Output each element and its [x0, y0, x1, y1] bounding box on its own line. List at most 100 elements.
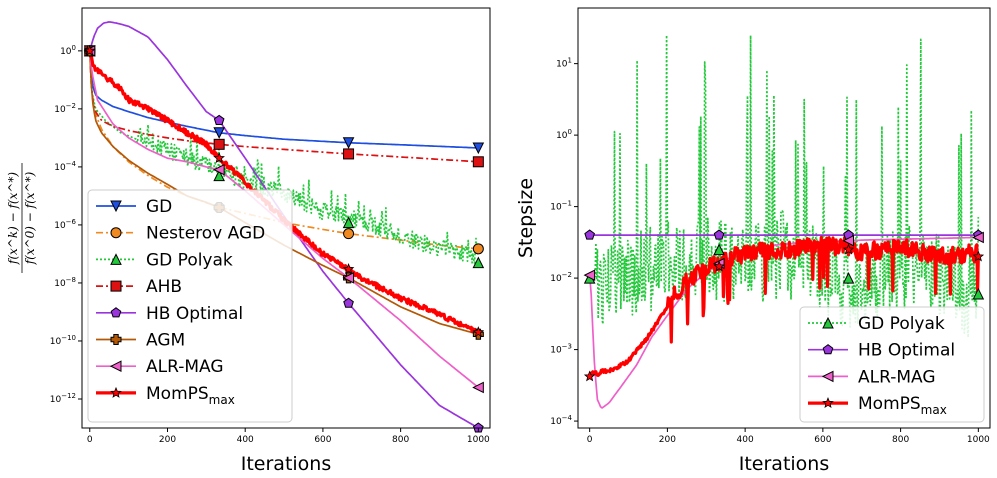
legend: GD Nesterov AGD GD Polyak AHB HB Optimal AGM A… [87, 189, 293, 423]
legend-label: HB Optimal [146, 304, 243, 324]
right-plot-stepsize: 0 200 400 600 800 1000 101 100 10−1 10−2 10−3 10−4 I… [515, 7, 991, 475]
legend-marker [110, 386, 122, 398]
marker-gd-polyak [342, 216, 355, 229]
marker-ahb [213, 138, 225, 150]
marker-hb-optimal [213, 114, 225, 125]
legend-label: ALR-MAG [146, 357, 224, 377]
marker-alr-mag [972, 231, 984, 244]
y-axis: 101 100 10−1 10−2 10−3 10−4 [550, 57, 578, 427]
x-tick-label: 1000 [467, 435, 490, 445]
y-tick-label: 10−4 [550, 414, 572, 427]
y-axis-label: f(x^k) − f(x^*) f(x^0) − f(x^*) [6, 163, 37, 273]
series-line-momps-max [588, 235, 980, 378]
x-axis-label: Iterations [241, 453, 332, 475]
y-tick-label: 10−2 [550, 271, 572, 284]
marker-momps-max [342, 263, 355, 275]
y-tick-label: 100 [556, 128, 572, 141]
y-tick-label: 10−12 [50, 392, 76, 405]
marker-gd-polyak [213, 169, 225, 182]
series-markers [83, 44, 485, 433]
y-tick-label: 100 [60, 44, 76, 57]
marker-hb-optimal [713, 229, 725, 240]
x-tick-label: 400 [237, 435, 254, 445]
marker-ahb [343, 148, 355, 160]
legend-marker [110, 253, 122, 265]
marker-momps-max [83, 44, 96, 56]
legend-entry: GD Polyak [96, 250, 233, 270]
marker-momps-max [213, 152, 225, 164]
marker-momps-max [583, 370, 596, 382]
legend-entry: ALR-MAG [96, 357, 224, 377]
legend-entry: AGM [96, 331, 185, 351]
axes-frame [81, 7, 491, 429]
series-line-gd-polyak [88, 50, 480, 264]
legend-label: GD Polyak [858, 314, 945, 334]
series-line-gd [88, 50, 479, 149]
legend-marker [822, 344, 834, 355]
x-tick-label: 800 [392, 435, 409, 445]
y-tick-label: 101 [556, 57, 572, 70]
marker-hb-optimal [343, 297, 354, 308]
x-tick-label: 600 [814, 435, 831, 445]
marker-nesterov-agd [343, 228, 355, 240]
legend-label: ALR-MAG [858, 367, 936, 387]
marker-momps-max [713, 260, 725, 272]
legend-entry: AHB [96, 277, 182, 297]
y-tick-label: 10−8 [54, 276, 76, 289]
legend-marker [110, 200, 122, 213]
legend-marker [821, 370, 834, 383]
x-axis: 0 200 400 600 800 1000 [587, 428, 990, 445]
legend-marker [822, 397, 834, 409]
legend-label: AGM [146, 331, 185, 351]
legend-frame [799, 306, 985, 423]
legend-label: GD Polyak [146, 250, 233, 270]
x-axis-label: Iterations [739, 453, 830, 475]
left-plot-objective-gap: 0 200 400 600 800 1000 100 10−2 10−4 10−6 10−8 10−1… [6, 7, 491, 475]
series-line-ahb [88, 50, 479, 163]
y-tick-label: 10−1 [550, 200, 572, 213]
marker-alr-mag [472, 381, 484, 394]
legend-entry: GD [96, 197, 172, 217]
marker-gd [472, 142, 485, 155]
legend-entry: HB Optimal [808, 341, 955, 361]
marker-gd [213, 127, 225, 139]
legend-label: HB Optimal [858, 341, 955, 361]
x-tick-label: 1000 [967, 435, 990, 445]
marker-gd [342, 137, 355, 149]
y-tick-label: 10−3 [550, 343, 572, 356]
marker-momps-max [842, 243, 855, 255]
y-label-denominator: f(x^0) − f(x^*) [23, 171, 37, 265]
x-tick-label: 200 [659, 435, 676, 445]
x-tick-label: 800 [892, 435, 909, 445]
legend-marker [110, 307, 122, 318]
series-lines [588, 34, 980, 409]
legend-marker [110, 227, 122, 239]
y-tick-label: 10−10 [50, 334, 76, 347]
series-markers [583, 229, 985, 382]
marker-ahb [472, 156, 484, 168]
legend-entry: GD Polyak [808, 314, 945, 334]
legend-frame [87, 189, 293, 423]
legend-marker [109, 360, 122, 373]
marker-momps-max [972, 250, 985, 262]
y-label-numerator: f(x^k) − f(x^*) [6, 172, 20, 266]
marker-nesterov-agd [472, 243, 484, 255]
legend-label: Nesterov AGD [146, 224, 265, 244]
y-tick-label: 10−4 [54, 160, 76, 173]
marker-alr-mag [583, 269, 596, 281]
legend-label: GD [146, 197, 172, 217]
marker-alr-mag [842, 234, 855, 247]
marker-gd-polyak [713, 243, 725, 256]
legend-entry: HB Optimal [96, 304, 243, 324]
legend-label: AHB [146, 277, 182, 297]
x-tick-label: 0 [87, 435, 93, 445]
legend-entry: ALR-MAG [808, 367, 936, 387]
marker-momps-max [472, 326, 485, 338]
legend-marker [822, 316, 834, 329]
y-axis-label: Stepsize [515, 178, 537, 258]
marker-gd-polyak [472, 256, 485, 269]
x-tick-label: 400 [737, 435, 754, 445]
marker-alr-mag [213, 163, 225, 176]
